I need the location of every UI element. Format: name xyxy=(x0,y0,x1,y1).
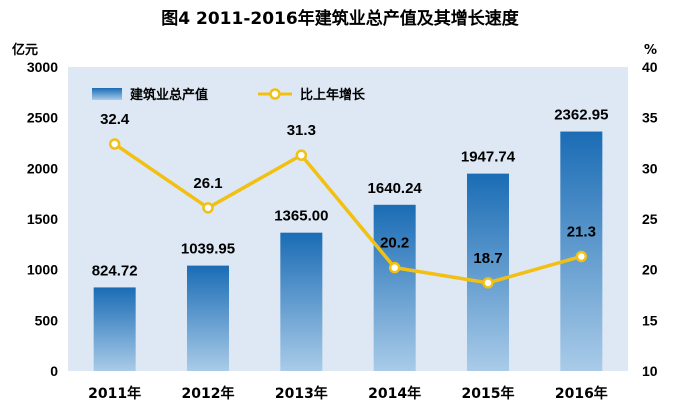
line-point xyxy=(482,277,494,289)
left-tick-label: 2500 xyxy=(27,110,58,126)
right-tick-label: 10 xyxy=(642,363,658,379)
left-tick-label: 0 xyxy=(50,363,58,379)
right-axis-unit: % xyxy=(644,43,657,58)
bar-value-label: 1365.00 xyxy=(274,208,328,225)
legend: 建筑业总产值 比上年增长 xyxy=(92,87,366,103)
line-point xyxy=(388,261,401,274)
bar xyxy=(187,265,229,371)
x-tick-label: 2014年 xyxy=(368,385,421,402)
line-value-label: 18.7 xyxy=(473,250,502,267)
right-tick-label: 35 xyxy=(642,110,658,126)
left-tick-label: 2000 xyxy=(27,160,58,176)
line-value-label: 31.3 xyxy=(287,122,316,139)
bar-value-label: 1640.24 xyxy=(368,180,423,197)
x-tick-label: 2016年 xyxy=(555,385,608,402)
bar xyxy=(93,287,136,371)
right-tick-label: 30 xyxy=(642,160,658,176)
left-axis-unit: 亿元 xyxy=(12,42,38,58)
bar-data-labels: 824.72 1039.95 1365.00 1640.24 1947.74 2362.9… xyxy=(92,107,609,280)
growth-line xyxy=(113,142,582,285)
legend-line-label: 比上年增长 xyxy=(300,87,366,103)
bar-value-label: 2362.95 xyxy=(554,107,608,124)
bar-value-label: 1039.95 xyxy=(181,241,235,258)
line-point xyxy=(295,149,308,161)
line-point xyxy=(575,250,588,263)
left-axis-ticks: 0 500 1000 1500 2000 2500 3000 xyxy=(27,59,58,379)
bar-value-label: 824.72 xyxy=(92,262,138,279)
bar xyxy=(373,204,416,371)
legend-bar-label: 建筑业总产值 xyxy=(130,87,208,103)
left-tick-label: 1500 xyxy=(27,211,58,227)
chart-title: 图4 2011-2016年建筑业总产值及其增长速度 xyxy=(161,8,519,29)
line-series xyxy=(108,138,588,289)
x-axis-ticks: 2011年 2012年 2013年 2014年 2015年 2016年 xyxy=(88,385,608,402)
line-value-label: 20.2 xyxy=(380,235,409,252)
right-tick-label: 15 xyxy=(642,312,658,328)
line-point xyxy=(202,202,214,214)
line-value-label: 26.1 xyxy=(193,175,222,192)
legend-bar-swatch xyxy=(92,88,122,100)
left-tick-label: 3000 xyxy=(27,59,58,75)
x-tick-label: 2011年 xyxy=(88,385,141,402)
right-tick-label: 25 xyxy=(642,211,658,227)
right-tick-label: 20 xyxy=(642,262,658,278)
bar xyxy=(280,232,323,371)
line-point xyxy=(108,138,121,150)
right-axis-ticks: 10 15 20 25 30 35 40 xyxy=(642,59,658,379)
bar xyxy=(467,173,509,371)
left-tick-label: 500 xyxy=(35,312,59,328)
legend-line-marker xyxy=(269,88,281,100)
right-tick-label: 40 xyxy=(642,59,658,75)
line-value-label: 32.4 xyxy=(100,111,130,128)
bar-value-label: 1947.74 xyxy=(461,149,516,166)
plot-area xyxy=(68,67,628,371)
left-tick-label: 1000 xyxy=(27,262,58,278)
x-tick-label: 2013年 xyxy=(275,385,328,402)
x-tick-label: 2015年 xyxy=(462,385,515,402)
line-value-label: 21.3 xyxy=(567,223,596,240)
x-tick-label: 2012年 xyxy=(182,385,235,402)
line-data-labels: 32.4 26.1 31.3 20.2 18.7 21.3 xyxy=(100,111,596,267)
